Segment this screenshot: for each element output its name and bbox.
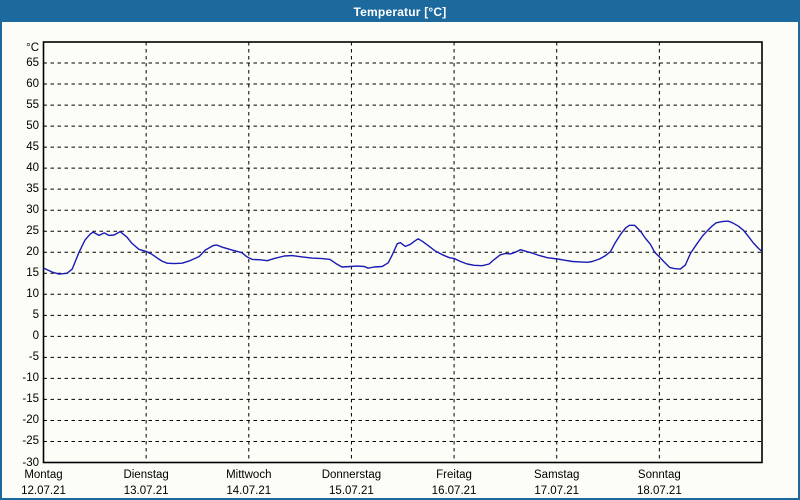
x-axis-day-label: Samstag — [534, 469, 580, 481]
x-axis-date-label: 17.07.21 — [534, 485, 580, 497]
x-axis-day-label: Montag — [24, 469, 63, 481]
y-axis-label: -5 — [28, 351, 39, 364]
x-axis-day-label: Dienstag — [123, 469, 169, 481]
window-title: Temperatur [°C] — [353, 5, 447, 19]
x-axis-date-label: 13.07.21 — [123, 485, 169, 497]
y-axis-label: 40 — [26, 162, 39, 175]
x-axis-date-label: 18.07.21 — [636, 485, 682, 497]
y-axis-label: 25 — [26, 225, 39, 238]
x-axis-day-label: Mittwoch — [226, 469, 272, 481]
plot-border — [42, 41, 763, 464]
y-axis-label: 60 — [26, 78, 39, 91]
y-axis-label: 20 — [26, 246, 39, 259]
y-axis-label: 0 — [32, 330, 39, 343]
y-axis-label: 35 — [26, 183, 39, 196]
y-axis-label: -15 — [22, 393, 39, 406]
x-axis-day-label: Donnerstag — [321, 469, 382, 481]
x-axis-date-label: 15.07.21 — [329, 485, 374, 497]
y-axis-label: 30 — [26, 204, 39, 217]
y-axis-label: 45 — [26, 141, 39, 154]
y-axis-unit-label: °C — [26, 42, 39, 54]
x-axis-date-label: 12.07.21 — [21, 485, 66, 497]
y-axis-label: 10 — [26, 288, 39, 301]
title-bar[interactable]: Temperatur [°C] — [2, 2, 798, 22]
y-axis-label: -10 — [22, 372, 39, 385]
x-axis-date-label: 16.07.21 — [431, 485, 477, 497]
x-axis-date-label: 14.07.21 — [226, 485, 272, 497]
y-axis-label: 5 — [32, 309, 39, 322]
y-axis-label: 15 — [26, 267, 39, 280]
y-axis-label: 65 — [26, 57, 39, 70]
y-axis-label: -25 — [22, 435, 39, 448]
x-axis-day-label: Sonntag — [637, 469, 681, 481]
y-axis-label: 55 — [26, 99, 39, 112]
y-axis-label: 50 — [26, 120, 39, 133]
y-axis-label: -20 — [22, 414, 39, 427]
x-axis-day-label: Freitag — [436, 469, 472, 481]
temperature-curve — [43, 220, 763, 275]
y-axis-label: -30 — [22, 456, 39, 469]
